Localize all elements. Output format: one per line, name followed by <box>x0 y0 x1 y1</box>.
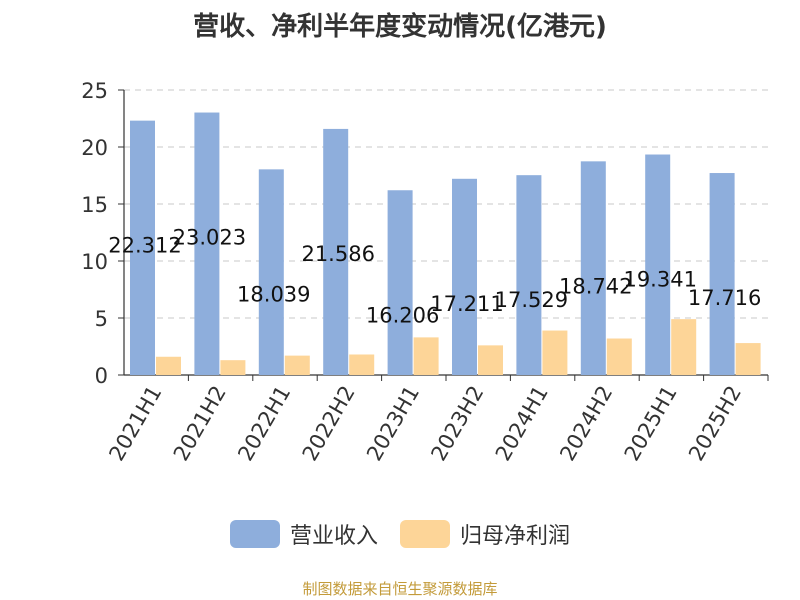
revenue-value-label: 18.039 <box>237 282 310 306</box>
x-tick-label: 2021H1 <box>104 382 166 466</box>
legend-label-revenue: 营业收入 <box>289 524 378 549</box>
revenue-value-label: 17.529 <box>495 288 568 312</box>
revenue-value-label: 16.206 <box>366 303 439 327</box>
y-tick-label: 5 <box>95 307 108 331</box>
revenue-bar <box>194 112 220 375</box>
legend-swatch-revenue <box>229 520 280 548</box>
revenue-bar <box>130 120 155 376</box>
net-profit-bar <box>606 338 632 375</box>
x-tick-label: 2024H2 <box>555 382 617 466</box>
revenue-bar <box>387 190 413 375</box>
net-profit-bar <box>671 319 697 375</box>
revenue-value-label: 23.023 <box>173 226 246 250</box>
revenue-bar <box>580 161 606 375</box>
revenue-value-label: 18.742 <box>559 274 632 298</box>
chart-title: 营收、净利半年度变动情况(亿港元) <box>193 12 607 42</box>
net-profit-bar <box>413 337 439 375</box>
y-tick-label: 0 <box>95 364 108 388</box>
revenue-bar <box>323 128 349 375</box>
revenue-value-label: 17.716 <box>688 286 761 310</box>
x-tick-label: 2024H1 <box>491 382 553 466</box>
revenue-bar <box>258 169 284 375</box>
x-tick-label: 2025H1 <box>620 382 682 466</box>
revenue-bar <box>645 154 671 375</box>
net-profit-bar <box>542 330 568 375</box>
x-tick-label: 2021H2 <box>169 382 231 466</box>
x-tick-label: 2023H1 <box>362 382 424 466</box>
revenue-value-label: 21.586 <box>301 242 374 266</box>
x-tick-label: 2022H2 <box>298 382 360 466</box>
source-note: 制图数据来自恒生聚源数据库 <box>302 580 498 598</box>
revenue-bar <box>516 175 542 375</box>
y-tick-label: 25 <box>81 79 108 103</box>
x-tick-label: 2022H1 <box>233 382 295 466</box>
net-profit-bar <box>220 360 246 375</box>
y-tick-label: 20 <box>81 136 108 160</box>
net-profit-bar <box>735 343 761 375</box>
revenue-value-label: 22.312 <box>108 234 181 258</box>
net-profit-bar <box>284 355 310 375</box>
revenue-bar <box>452 178 477 375</box>
net-profit-bar <box>349 354 375 375</box>
y-tick-label: 10 <box>81 250 108 274</box>
revenue-value-label: 17.211 <box>430 292 503 316</box>
legend-item-net-profit[interactable]: 归母净利润 <box>400 518 570 550</box>
net-profit-bar <box>156 356 181 375</box>
y-tick-label: 15 <box>81 193 108 217</box>
net-profit-bar <box>478 345 503 375</box>
chart-legend: 营业收入 归母净利润 <box>0 518 800 550</box>
x-tick-label: 2025H2 <box>684 382 746 466</box>
x-tick-label: 2023H2 <box>426 382 488 466</box>
legend-item-revenue[interactable]: 营业收入 <box>229 518 378 550</box>
revenue-bar <box>709 173 735 375</box>
legend-label-net-profit: 归母净利润 <box>460 524 571 549</box>
legend-swatch-net-profit <box>400 520 450 548</box>
revenue-value-label: 19.341 <box>623 268 696 292</box>
